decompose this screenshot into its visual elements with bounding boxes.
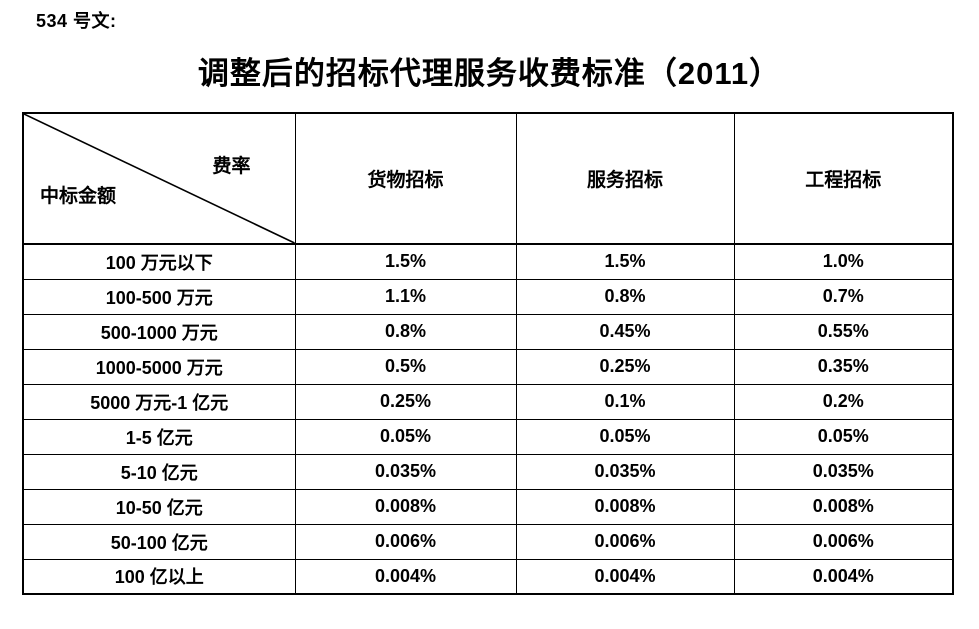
table-row: 5000 万元-1 亿元 0.25% 0.1% 0.2% [22, 383, 954, 420]
value-cell: 0.2% [733, 383, 954, 420]
row-label-cell: 50-100 亿元 [22, 523, 296, 560]
column-header-goods: 货物招标 [294, 112, 517, 245]
value-cell: 1.0% [733, 243, 954, 280]
value-cell: 0.25% [294, 383, 517, 420]
table-header: 费率 中标金额 货物招标 服务招标 工程招标 [22, 112, 954, 245]
value-cell: 0.05% [733, 418, 954, 455]
value-cell: 0.004% [515, 558, 735, 595]
value-cell: 0.55% [733, 313, 954, 350]
value-cell: 1.5% [294, 243, 517, 280]
value-cell: 0.35% [733, 348, 954, 385]
value-cell: 0.004% [294, 558, 517, 595]
column-header-services: 服务招标 [515, 112, 735, 245]
value-cell: 0.05% [515, 418, 735, 455]
fee-rate-table: 费率 中标金额 货物招标 服务招标 工程招标 100 万元以下 1.5% 1.5… [22, 112, 954, 595]
value-cell: 1.1% [294, 278, 517, 315]
value-cell: 0.006% [515, 523, 735, 560]
value-cell: 0.8% [294, 313, 517, 350]
value-cell: 0.035% [294, 453, 517, 490]
row-label-cell: 500-1000 万元 [22, 313, 296, 350]
table-row: 5-10 亿元 0.035% 0.035% 0.035% [22, 453, 954, 490]
row-label-cell: 100 万元以下 [22, 243, 296, 280]
value-cell: 0.7% [733, 278, 954, 315]
value-cell: 0.8% [515, 278, 735, 315]
row-label-cell: 1000-5000 万元 [22, 348, 296, 385]
value-cell: 0.006% [294, 523, 517, 560]
value-cell: 0.004% [733, 558, 954, 595]
table-row: 10-50 亿元 0.008% 0.008% 0.008% [22, 488, 954, 525]
corner-header-cell: 费率 中标金额 [22, 112, 296, 245]
row-label-cell: 5000 万元-1 亿元 [22, 383, 296, 420]
table-row: 1-5 亿元 0.05% 0.05% 0.05% [22, 418, 954, 455]
page-title: 调整后的招标代理服务收费标准（2011） [197, 56, 782, 91]
value-cell: 0.5% [294, 348, 517, 385]
doc-number-label: 534 号文: [36, 11, 117, 31]
table-row: 500-1000 万元 0.8% 0.45% 0.55% [22, 313, 954, 350]
value-cell: 0.035% [733, 453, 954, 490]
table-row: 100-500 万元 1.1% 0.8% 0.7% [22, 278, 954, 315]
value-cell: 0.25% [515, 348, 735, 385]
value-cell: 0.008% [294, 488, 517, 525]
value-cell: 1.5% [515, 243, 735, 280]
row-label-cell: 5-10 亿元 [22, 453, 296, 490]
row-label-cell: 10-50 亿元 [22, 488, 296, 525]
value-cell: 0.008% [733, 488, 954, 525]
column-header-engineering: 工程招标 [733, 112, 954, 245]
value-cell: 0.008% [515, 488, 735, 525]
value-cell: 0.035% [515, 453, 735, 490]
table-row: 100 亿以上 0.004% 0.004% 0.004% [22, 558, 954, 595]
corner-label-bid-amount: 中标金额 [40, 186, 117, 207]
diagonal-divider [24, 114, 295, 243]
corner-label-fee-rate: 费率 [212, 156, 251, 177]
row-label-cell: 100 亿以上 [22, 558, 296, 595]
value-cell: 0.05% [294, 418, 517, 455]
value-cell: 0.45% [515, 313, 735, 350]
table-row: 50-100 亿元 0.006% 0.006% 0.006% [22, 523, 954, 560]
header-row: 费率 中标金额 货物招标 服务招标 工程招标 [22, 112, 954, 245]
table-row: 1000-5000 万元 0.5% 0.25% 0.35% [22, 348, 954, 385]
row-label-cell: 100-500 万元 [22, 278, 296, 315]
table-body: 100 万元以下 1.5% 1.5% 1.0% 100-500 万元 1.1% … [22, 243, 954, 595]
value-cell: 0.006% [733, 523, 954, 560]
value-cell: 0.1% [515, 383, 735, 420]
table-row: 100 万元以下 1.5% 1.5% 1.0% [22, 243, 954, 280]
row-label-cell: 1-5 亿元 [22, 418, 296, 455]
